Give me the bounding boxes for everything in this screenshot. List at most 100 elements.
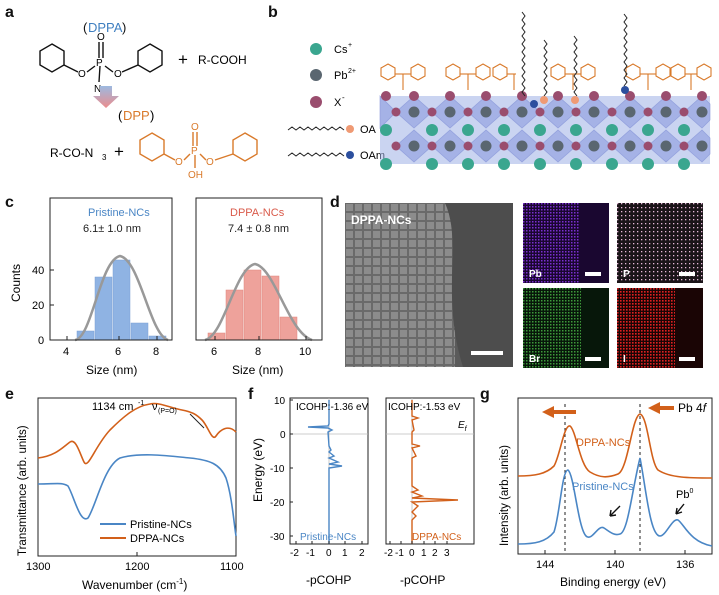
cohp-ef-main: E	[458, 420, 465, 431]
hist-right-xtick-10: 10	[299, 346, 311, 358]
ftir-xlabel-sup: -1	[176, 577, 184, 586]
bar-left-4	[130, 322, 149, 341]
hist-left-xtick-8: 8	[153, 346, 159, 358]
legend-pb-ball	[310, 69, 322, 81]
panel-c-histograms: Pristine-NCs 6.1± 1.0 nm 4 6 8 0 20 40 C…	[9, 197, 323, 377]
xps-pb-f: f	[703, 401, 708, 415]
cohp-right-icohp: ICOHP:-1.53 eV	[388, 402, 461, 413]
xps-xtick-136: 136	[676, 559, 694, 571]
cohp-right-ef: Ef	[458, 420, 468, 433]
eds-br-label: Br	[529, 354, 541, 365]
xps-dppa-curve	[517, 413, 713, 479]
panel-b-model: Cs + Pb 2+ X - OA OAm	[287, 11, 712, 170]
fit-right	[204, 262, 313, 342]
hist-left-value: 6.1± 1.0 nm	[83, 223, 141, 235]
ftir-ticks	[37, 552, 237, 556]
hist-left-frame	[49, 197, 173, 341]
azide-product-sub: 3	[102, 153, 107, 162]
cohp-left-ticks	[290, 399, 363, 544]
ftir-xlabel: Wavenumber (cm-1)	[82, 577, 187, 592]
cohp-left-xtick-0: 0	[326, 548, 332, 559]
dppa-phenyl-right	[137, 43, 163, 73]
tem-title: DPPA-NCs	[351, 213, 412, 227]
oa-head-2	[571, 96, 579, 104]
cohp-ytick-m10: -10	[270, 464, 285, 475]
hist-right-value: 7.4 ± 0.8 nm	[228, 223, 289, 235]
xps-pb0-arrow-mid	[609, 505, 621, 517]
eds-map-pb: Pb	[523, 203, 609, 283]
hist-left-xlabel: Size (nm)	[86, 363, 137, 377]
dppa-o-top: O	[97, 32, 105, 43]
panel-letter-g: g	[480, 386, 490, 403]
eds-br-dots	[523, 288, 581, 368]
dpp-phenyl-right	[232, 132, 258, 162]
ftir-pristine-curve	[37, 454, 237, 537]
eds-map-p: P	[617, 203, 703, 283]
bar-right-3	[243, 269, 262, 341]
bar-left-2	[94, 276, 113, 341]
dppa-paren-open: (	[83, 20, 88, 35]
xps-pristine-name: Pristine-NCs	[572, 481, 634, 493]
eds-br-scale	[585, 357, 601, 361]
tem-image: DPPA-NCs	[345, 203, 513, 367]
xps-xtick-140: 140	[606, 559, 624, 571]
eds-i-dots	[617, 288, 675, 368]
eds-p-scale	[679, 272, 695, 276]
hist-right-title: DPPA-NCs	[230, 207, 285, 219]
legend-x-sup: -	[342, 93, 345, 102]
cohp-ytick-0: 0	[280, 430, 286, 441]
hist-left-xtick-6: 6	[115, 346, 121, 358]
ftir-legend-pristine: Pristine-NCs	[130, 519, 192, 531]
hist-right-xlabel: Size (nm)	[232, 363, 283, 377]
dppa-molecule	[39, 42, 163, 83]
eds-i-label: I	[623, 354, 626, 365]
acid-label: R-COOH	[198, 53, 247, 67]
dpp-label: DPP	[123, 108, 150, 123]
panel-letter-e: e	[5, 386, 14, 403]
cohp-left-xtick-m1: -1	[306, 548, 315, 559]
ftir-annotation-leader	[189, 413, 205, 429]
legend-x-ball	[310, 96, 322, 108]
cohp-left-xlabel: -pCOHP	[306, 573, 351, 587]
panel-letter-f: f	[248, 386, 254, 403]
cohp-left-xtick-1: 1	[342, 548, 348, 559]
panel-f-cohp: ICOHP:-1.36 eV Pristine-NCs 10 0 -10 -20…	[251, 396, 475, 587]
cohp-right-name: DPPA-NCs	[412, 532, 461, 543]
legend-cs-ball	[310, 43, 322, 55]
hist-right-xtick-6: 6	[211, 346, 217, 358]
dpp-molecule	[139, 132, 258, 168]
cohp-left-xtick-m2: -2	[290, 548, 299, 559]
xps-arrow-left	[542, 406, 576, 418]
cohp-ytick-m20: -20	[270, 498, 285, 509]
oam-head-1	[530, 100, 538, 108]
dppa-p: P	[96, 58, 103, 69]
dpp-phenyl-left	[139, 132, 165, 162]
cohp-right-xtick-3: 3	[444, 548, 450, 559]
dpp-o-left: O	[175, 157, 183, 168]
fit-left	[74, 254, 169, 342]
panel-letter-a: a	[5, 4, 14, 21]
reaction-arrow	[93, 86, 119, 108]
perovskite-lattice	[379, 91, 711, 170]
cohp-left-curve	[307, 400, 343, 544]
panel-g-xps: Pb 4f DPPA-NCs Pristine-NCs Pb0 144 140 …	[499, 397, 713, 589]
eds-map-br: Br	[523, 288, 609, 368]
cohp-right-xtick-m1: -1	[395, 548, 404, 559]
legend-oam-label: OAm	[360, 150, 385, 162]
hist-left-xtick-4: 4	[63, 346, 69, 358]
dpp-p: P	[191, 146, 198, 157]
cohp-left-xtick-2: 2	[359, 548, 365, 559]
ftir-xtick-1100: 1100	[220, 561, 244, 573]
legend-oa-chain	[287, 126, 345, 131]
xps-pristine-curve	[517, 457, 713, 547]
hist-ytick-0: 0	[38, 335, 44, 347]
tem-texture	[345, 203, 513, 367]
legend-pb-sup: 2+	[348, 68, 356, 75]
legend-x-label: X	[334, 97, 342, 109]
cohp-right-xtick-2: 2	[432, 548, 438, 559]
cohp-right-xtick-m2: -2	[384, 548, 393, 559]
bar-right-2	[225, 289, 244, 341]
xps-xlabel: Binding energy (eV)	[560, 575, 666, 589]
legend-b: Cs + Pb 2+ X - OA OAm	[287, 42, 385, 162]
hist-ytick-40: 40	[32, 265, 44, 277]
